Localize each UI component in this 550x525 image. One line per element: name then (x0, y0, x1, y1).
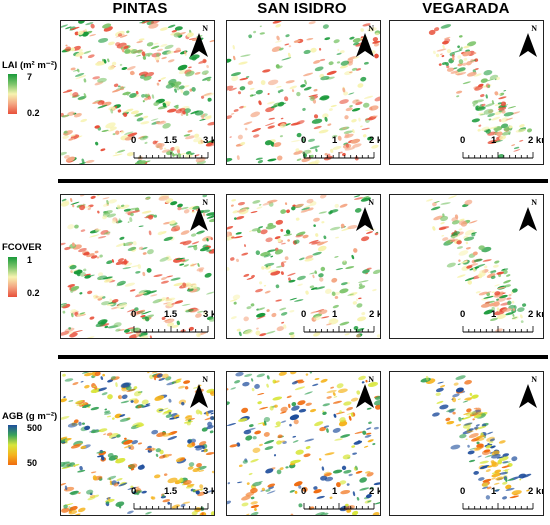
scale-bar-label: 0 (301, 135, 307, 146)
legend-agb-max: 500 (27, 423, 43, 433)
scale-bar-label: 2 km (528, 486, 543, 497)
north-label: N (202, 375, 208, 384)
legend-lai-title: LAI (m² m⁻²) (2, 60, 58, 71)
vegetation-raster (420, 375, 532, 500)
scale-bar-label: 0 (131, 486, 137, 497)
vegetation-raster (227, 372, 380, 515)
scale-bar-label: 0 (301, 486, 307, 497)
vegetation-raster (426, 195, 527, 332)
map-agb-pintas: N 0 1.5 3 km (60, 371, 215, 516)
map-lai-vegarada: N 0 1 2 km (389, 20, 544, 165)
scale-bar-label: 3 km (203, 486, 214, 497)
north-label: N (368, 198, 374, 207)
legend-lai-min: 0.2 (27, 108, 40, 118)
legend-lai-max: 7 (27, 72, 33, 82)
column-title-san-isidro: SAN ISIDRO (257, 0, 347, 17)
legend-agb-min: 50 (27, 458, 38, 468)
north-arrow-icon: N (519, 24, 539, 59)
north-arrow-icon: N (356, 24, 376, 59)
legend-fcover-min: 0.2 (27, 288, 40, 298)
scale-bar-label: 2 km (528, 135, 543, 146)
north-arrow-icon: N (519, 198, 539, 233)
scale-bar-label: 0 (460, 135, 466, 146)
scale-bar-label: 3 km (203, 135, 214, 146)
vegetation-raster (61, 195, 214, 338)
vegetation-raster (227, 21, 380, 164)
legend-fcover-title: FCOVER (2, 242, 42, 253)
scale-bar-label: 2 km (369, 135, 380, 146)
scale-bar: 0 1.5 3 km (131, 486, 214, 510)
north-arrow-icon: N (190, 24, 210, 59)
scale-bar-label: 1.5 (164, 309, 178, 320)
north-label: N (202, 24, 208, 33)
north-label: N (531, 24, 537, 33)
map-fcover-pintas: N 0 1.5 3 km (60, 194, 215, 339)
north-arrow-icon: N (356, 198, 376, 233)
scale-bar: 0 1.5 3 km (131, 135, 214, 159)
scale-bar-label: 2 km (369, 486, 380, 497)
scale-bar-label: 0 (460, 309, 466, 320)
scale-bar: 0 1 2 km (460, 309, 543, 333)
legend-fcover-max: 1 (27, 255, 33, 265)
scale-bar: 0 1.5 3 km (131, 309, 214, 333)
row-divider-2 (58, 355, 548, 359)
north-arrow-icon: N (190, 375, 210, 410)
map-fcover-vegarada: N 0 1 2 km (389, 194, 544, 339)
scale-bar-label: 1.5 (164, 486, 178, 497)
legend-fcover-colorbar (8, 257, 17, 297)
scale-bar: 0 1 2 km (460, 486, 543, 510)
row-divider-1 (58, 179, 548, 183)
scale-bar: 0 1 2 km (460, 135, 543, 159)
scale-bar-label: 1 (332, 486, 338, 497)
legend-agb-colorbar (8, 425, 17, 465)
north-arrow-icon: N (190, 198, 210, 233)
north-label: N (531, 375, 537, 384)
map-lai-san-isidro: N 0 1 2 km (226, 20, 381, 165)
scale-bar: 0 1 2 km (301, 135, 380, 159)
scale-bar: 0 1 2 km (301, 309, 380, 333)
scale-bar-label: 1 (332, 309, 338, 320)
map-agb-vegarada: N 0 1 2 km (389, 371, 544, 516)
map-agb-san-isidro: N 0 1 2 km (226, 371, 381, 516)
north-label: N (202, 198, 208, 207)
north-label: N (368, 375, 374, 384)
column-title-pintas: PINTAS (112, 0, 168, 17)
scale-bar-label: 1 (491, 309, 497, 320)
scale-bar-label: 0 (460, 486, 466, 497)
map-lai-pintas: N 0 1.5 3 km (60, 20, 215, 165)
vegetation-raster (227, 195, 380, 338)
scale-bar-label: 2 km (369, 309, 380, 320)
scale-bar-label: 1 (332, 135, 338, 146)
map-fcover-san-isidro: N 0 1 2 km (226, 194, 381, 339)
scale-bar-label: 0 (131, 309, 137, 320)
scale-bar: 0 1 2 km (301, 486, 380, 510)
vegetation-raster (428, 24, 533, 159)
scale-bar-label: 2 km (528, 309, 543, 320)
scale-bar-label: 0 (301, 309, 307, 320)
north-label: N (368, 24, 374, 33)
north-arrow-icon: N (356, 375, 376, 410)
scale-bar-label: 1.5 (164, 135, 178, 146)
scale-bar-label: 0 (131, 135, 137, 146)
legend-agb-title: AGB (g m⁻²) (2, 411, 58, 422)
north-label: N (531, 198, 537, 207)
scale-bar-label: 1 (491, 486, 497, 497)
scale-bar-label: 1 (491, 135, 497, 146)
north-arrow-icon: N (519, 375, 539, 410)
legend-lai-colorbar (8, 74, 17, 114)
column-title-vegarada: VEGARADA (422, 0, 510, 17)
scale-bar-label: 3 km (203, 309, 214, 320)
